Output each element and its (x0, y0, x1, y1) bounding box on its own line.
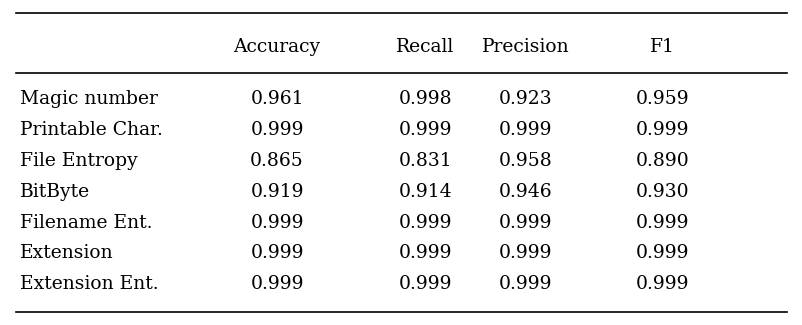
Text: File Entropy: File Entropy (20, 152, 138, 170)
Text: 0.919: 0.919 (250, 183, 303, 201)
Text: 0.999: 0.999 (250, 244, 303, 263)
Text: 0.999: 0.999 (250, 214, 303, 232)
Text: 0.999: 0.999 (635, 214, 688, 232)
Text: 0.999: 0.999 (399, 275, 452, 293)
Text: 0.890: 0.890 (635, 152, 688, 170)
Text: Precision: Precision (481, 38, 569, 56)
Text: 0.999: 0.999 (635, 121, 688, 139)
Text: F1: F1 (650, 38, 674, 56)
Text: Accuracy: Accuracy (233, 38, 320, 56)
Text: Printable Char.: Printable Char. (20, 121, 163, 139)
Text: 0.998: 0.998 (399, 90, 452, 108)
Text: 0.999: 0.999 (250, 275, 303, 293)
Text: 0.999: 0.999 (499, 244, 552, 263)
Text: 0.865: 0.865 (250, 152, 303, 170)
Text: Recall: Recall (396, 38, 454, 56)
Text: BitByte: BitByte (20, 183, 90, 201)
Text: 0.999: 0.999 (499, 121, 552, 139)
Text: 0.999: 0.999 (399, 214, 452, 232)
Text: 0.999: 0.999 (499, 275, 552, 293)
Text: Extension Ent.: Extension Ent. (20, 275, 159, 293)
Text: 0.999: 0.999 (635, 275, 688, 293)
Text: 0.923: 0.923 (499, 90, 552, 108)
Text: Filename Ent.: Filename Ent. (20, 214, 152, 232)
Text: 0.999: 0.999 (250, 121, 303, 139)
Text: 0.959: 0.959 (635, 90, 688, 108)
Text: 0.961: 0.961 (250, 90, 303, 108)
Text: Magic number: Magic number (20, 90, 158, 108)
Text: 0.999: 0.999 (399, 121, 452, 139)
Text: 0.958: 0.958 (499, 152, 552, 170)
Text: 0.914: 0.914 (399, 183, 452, 201)
Text: 0.999: 0.999 (499, 214, 552, 232)
Text: 0.946: 0.946 (499, 183, 552, 201)
Text: 0.831: 0.831 (399, 152, 452, 170)
Text: 0.930: 0.930 (635, 183, 688, 201)
Text: Extension: Extension (20, 244, 114, 263)
Text: 0.999: 0.999 (635, 244, 688, 263)
Text: 0.999: 0.999 (399, 244, 452, 263)
